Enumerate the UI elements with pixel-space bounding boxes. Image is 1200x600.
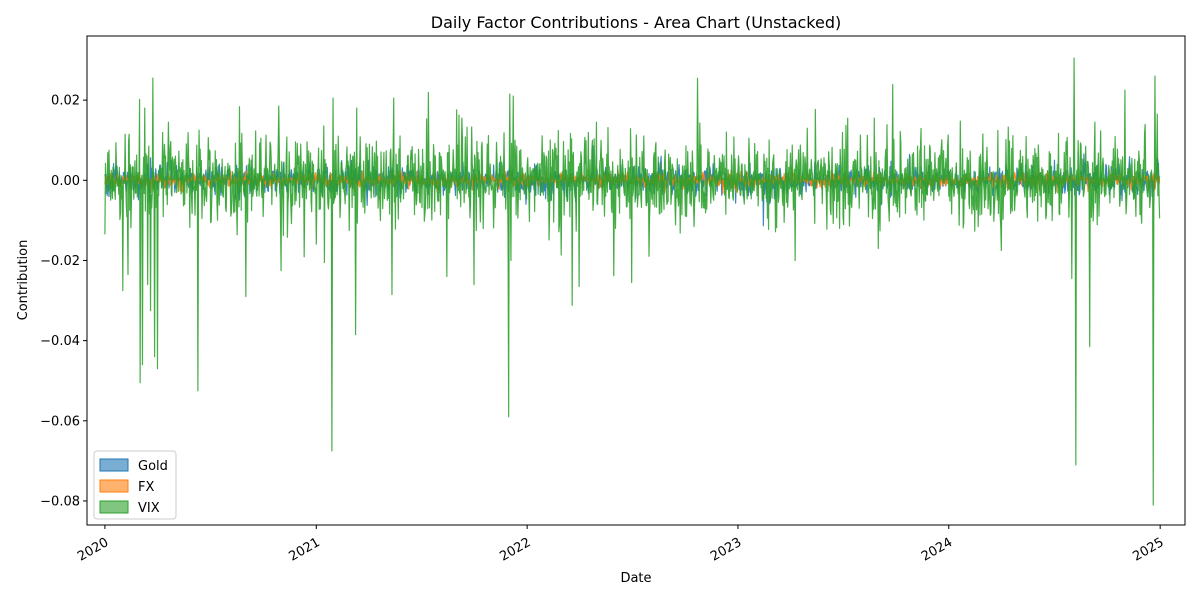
x-axis: 2020 2021 2022 2023 2024 2025: [75, 525, 1167, 565]
y-axis: 0.02 0.00 −0.02 −0.04 −0.06 −0.08: [40, 94, 87, 509]
y-tick-label: 0.02: [51, 94, 80, 109]
y-tick-label: −0.02: [40, 254, 80, 269]
legend-swatch-gold: [99, 458, 129, 472]
y-axis-title: Contribution: [16, 240, 31, 321]
legend-label-fx: FX: [138, 480, 154, 495]
series-layer: [104, 57, 1161, 506]
legend-swatch-vix: [99, 500, 129, 514]
x-tick-label: 2020: [75, 535, 111, 565]
x-tick-label: 2025: [1130, 535, 1166, 565]
y-tick-label: −0.06: [40, 414, 80, 429]
x-tick-label: 2022: [497, 535, 533, 565]
legend-label-gold: Gold: [138, 459, 168, 474]
x-tick-label: 2021: [287, 535, 323, 565]
x-tick-label: 2023: [708, 535, 744, 565]
y-tick-label: −0.04: [40, 334, 80, 349]
x-tick-label: 2024: [919, 535, 955, 565]
legend-swatch-fx: [99, 479, 129, 493]
chart-title: Daily Factor Contributions - Area Chart …: [431, 13, 841, 32]
legend-label-vix: VIX: [138, 501, 160, 516]
line-vix: [104, 57, 1161, 506]
plot-area: [87, 36, 1185, 525]
legend: Gold FX VIX: [93, 450, 177, 520]
y-tick-label: 0.00: [51, 174, 80, 189]
y-tick-label: −0.08: [40, 494, 80, 509]
plot-frame: [86, 35, 1186, 526]
x-axis-title: Date: [620, 571, 651, 586]
